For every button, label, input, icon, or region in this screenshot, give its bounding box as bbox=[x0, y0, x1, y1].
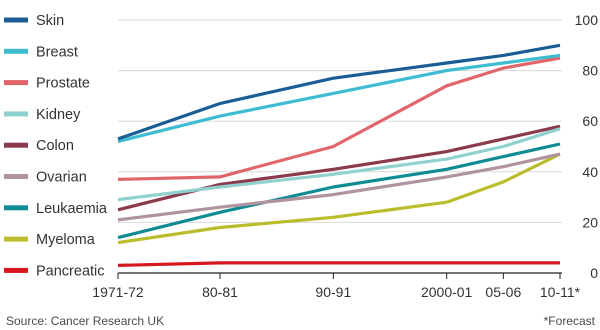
forecast-note: *Forecast bbox=[544, 314, 596, 328]
x-tick-label-2: 90-91 bbox=[315, 284, 351, 300]
legend-swatch-skin bbox=[4, 17, 28, 23]
y-tick-label-0: 0 bbox=[590, 265, 598, 281]
series-line-kidney bbox=[117, 127, 561, 202]
y-tick-label-100: 100 bbox=[575, 12, 599, 28]
legend-label-skin: Skin bbox=[36, 13, 64, 29]
series-line-leukaemia bbox=[117, 142, 561, 240]
legend: Skin Breast Prostate Kidney Colon Ovarian Leuk… bbox=[4, 13, 108, 279]
series-line-myeloma bbox=[117, 152, 561, 245]
legend-label-prostate: Prostate bbox=[36, 76, 90, 92]
x-tick-label-1: 80-81 bbox=[202, 284, 238, 300]
legend-swatch-breast bbox=[4, 48, 28, 54]
legend-swatch-ovarian bbox=[4, 174, 28, 179]
x-tick-label-0: 1971-72 bbox=[92, 284, 144, 300]
legend-label-kidney: Kidney bbox=[36, 107, 81, 123]
series-line-ovarian bbox=[117, 152, 561, 222]
y-tick-label-40: 40 bbox=[582, 164, 598, 180]
x-tick-label-5: 10-11* bbox=[540, 284, 581, 300]
legend-swatch-colon bbox=[4, 142, 28, 148]
legend-label-leukaemia: Leukaemia bbox=[36, 201, 108, 217]
y-tick-label-80: 80 bbox=[582, 63, 598, 79]
legend-label-breast: Breast bbox=[36, 44, 78, 60]
legend-label-ovarian: Ovarian bbox=[36, 170, 87, 186]
legend-label-colon: Colon bbox=[36, 138, 74, 154]
y-tick-label-20: 20 bbox=[582, 214, 598, 230]
x-tick-label-4: 05-06 bbox=[485, 284, 521, 300]
series-line-prostate bbox=[117, 56, 561, 181]
legend-label-pancreatic: Pancreatic bbox=[36, 263, 105, 279]
legend-swatch-kidney bbox=[4, 111, 28, 117]
x-tick-label-3: 2000-01 bbox=[421, 284, 473, 300]
source-note: Source: Cancer Research UK bbox=[6, 314, 164, 328]
series-line-pancreatic bbox=[117, 261, 560, 267]
series-line-breast bbox=[117, 53, 561, 143]
y-tick-label-60: 60 bbox=[582, 113, 598, 129]
y-axis: 0 20 40 60 80 100 bbox=[575, 12, 599, 281]
legend-swatch-prostate bbox=[4, 80, 28, 86]
x-axis: 1971-72 80-81 90-91 2000-01 05-06 10-11* bbox=[92, 273, 581, 300]
legend-swatch-leukaemia bbox=[4, 205, 28, 211]
legend-label-myeloma: Myeloma bbox=[36, 232, 96, 248]
series-lines bbox=[117, 43, 561, 267]
legend-swatch-pancreatic bbox=[4, 267, 28, 273]
series-line-skin bbox=[117, 43, 561, 141]
legend-swatch-myeloma bbox=[4, 236, 28, 242]
